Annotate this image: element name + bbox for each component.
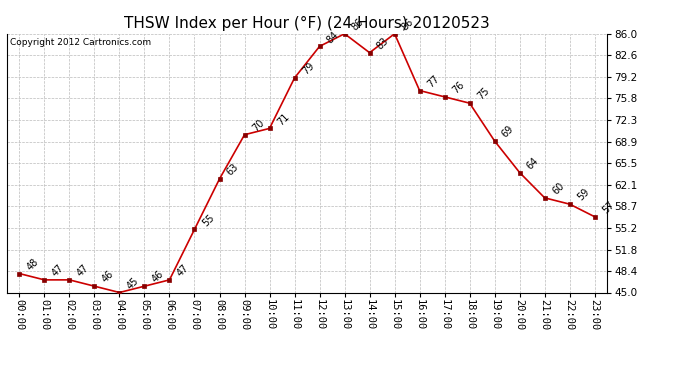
Text: 84: 84: [325, 29, 341, 45]
Text: 46: 46: [150, 269, 166, 285]
Text: 57: 57: [600, 200, 616, 215]
Text: Copyright 2012 Cartronics.com: Copyright 2012 Cartronics.com: [10, 38, 151, 46]
Text: 46: 46: [100, 269, 116, 285]
Text: 75: 75: [475, 86, 491, 102]
Text: 83: 83: [375, 36, 391, 51]
Text: 60: 60: [550, 181, 566, 196]
Text: 86: 86: [400, 16, 416, 32]
Text: 64: 64: [525, 156, 541, 171]
Text: 47: 47: [75, 262, 91, 279]
Text: 47: 47: [175, 262, 191, 279]
Text: 59: 59: [575, 187, 591, 203]
Text: 71: 71: [275, 111, 291, 127]
Title: THSW Index per Hour (°F) (24 Hours) 20120523: THSW Index per Hour (°F) (24 Hours) 2012…: [124, 16, 490, 31]
Text: 70: 70: [250, 117, 266, 134]
Text: 48: 48: [25, 256, 41, 272]
Text: 86: 86: [350, 16, 366, 32]
Text: 79: 79: [300, 61, 316, 76]
Text: 55: 55: [200, 212, 216, 228]
Text: 45: 45: [125, 275, 141, 291]
Text: 63: 63: [225, 162, 241, 177]
Text: 69: 69: [500, 124, 516, 140]
Text: 47: 47: [50, 262, 66, 279]
Text: 76: 76: [450, 80, 466, 96]
Text: 77: 77: [425, 73, 441, 89]
